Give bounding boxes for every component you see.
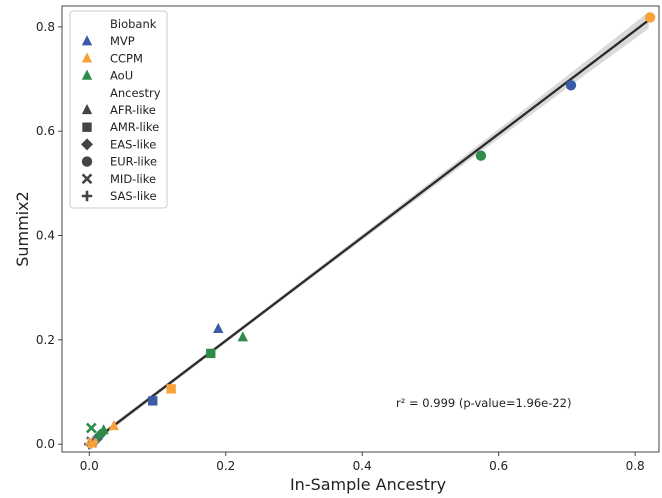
legend-marker (81, 156, 93, 167)
x-tick-label: 0.4 (353, 459, 372, 473)
legend-entry: AoU (110, 69, 133, 83)
legend-entry: SAS-like (110, 189, 157, 203)
legend: Biobank MVP CCPM AoU Ancestry AFR-like AMR-lik… (69, 10, 168, 209)
data-point (206, 348, 216, 359)
y-tick-label: 0.2 (36, 333, 55, 347)
data-point (86, 437, 98, 449)
x-tick-label: 0.2 (216, 459, 235, 473)
x-tick-label: 0.8 (626, 459, 645, 473)
y-axis-label: Summix2 (13, 191, 32, 267)
legend-entry: AFR-like (110, 103, 156, 117)
data-point (108, 419, 120, 431)
data-point (85, 422, 97, 434)
legend-marker (81, 104, 93, 115)
data-point (237, 331, 249, 342)
x-tick-label: 0.6 (489, 459, 508, 473)
legend-marker (81, 190, 93, 202)
legend-title: Biobank (110, 17, 157, 31)
legend-title: Ancestry (110, 86, 161, 100)
x-axis-ticks: 0.0 0.2 0.4 0.6 0.8 (80, 452, 645, 473)
legend-marker (81, 173, 93, 185)
legend-entry: MVP (110, 34, 135, 48)
y-tick-label: 0.0 (36, 437, 55, 451)
data-point (565, 80, 577, 91)
legend-marker (81, 35, 93, 46)
y-tick-label: 0.6 (36, 124, 55, 138)
x-tick-label: 0.0 (80, 459, 99, 473)
fit-line (88, 19, 650, 446)
legend-entry: EUR-like (110, 155, 157, 169)
fit-line-layer (88, 19, 650, 446)
plot-frame (61, 5, 660, 453)
legend-marker (81, 52, 93, 63)
legend-entry: AMR-like (110, 120, 159, 134)
data-point (148, 396, 158, 406)
data-point (166, 384, 176, 394)
legend-entry: CCPM (110, 51, 143, 65)
y-tick-label: 0.4 (36, 229, 55, 243)
points-layer (84, 12, 656, 450)
data-point (475, 150, 487, 161)
legend-marker (81, 138, 93, 151)
legend-entry: MID-like (110, 172, 156, 186)
legend-marker (82, 122, 92, 132)
x-axis-label: In-Sample Ancestry (290, 475, 446, 494)
y-tick-label: 0.8 (36, 20, 55, 34)
legend-marker (81, 69, 93, 80)
legend-box (69, 10, 168, 209)
y-axis-ticks: 0.0 0.2 0.4 0.6 0.8 (36, 20, 62, 451)
data-point (644, 12, 656, 23)
fit-annotation: r² = 0.999 (p-value=1.96e-22) (396, 396, 572, 410)
legend-entry: EAS-like (110, 137, 156, 151)
data-point (213, 322, 224, 334)
